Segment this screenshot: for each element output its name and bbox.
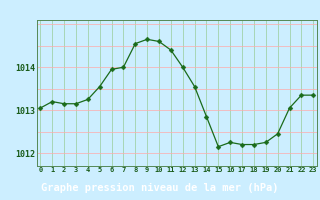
Text: Graphe pression niveau de la mer (hPa): Graphe pression niveau de la mer (hPa) — [41, 183, 279, 193]
